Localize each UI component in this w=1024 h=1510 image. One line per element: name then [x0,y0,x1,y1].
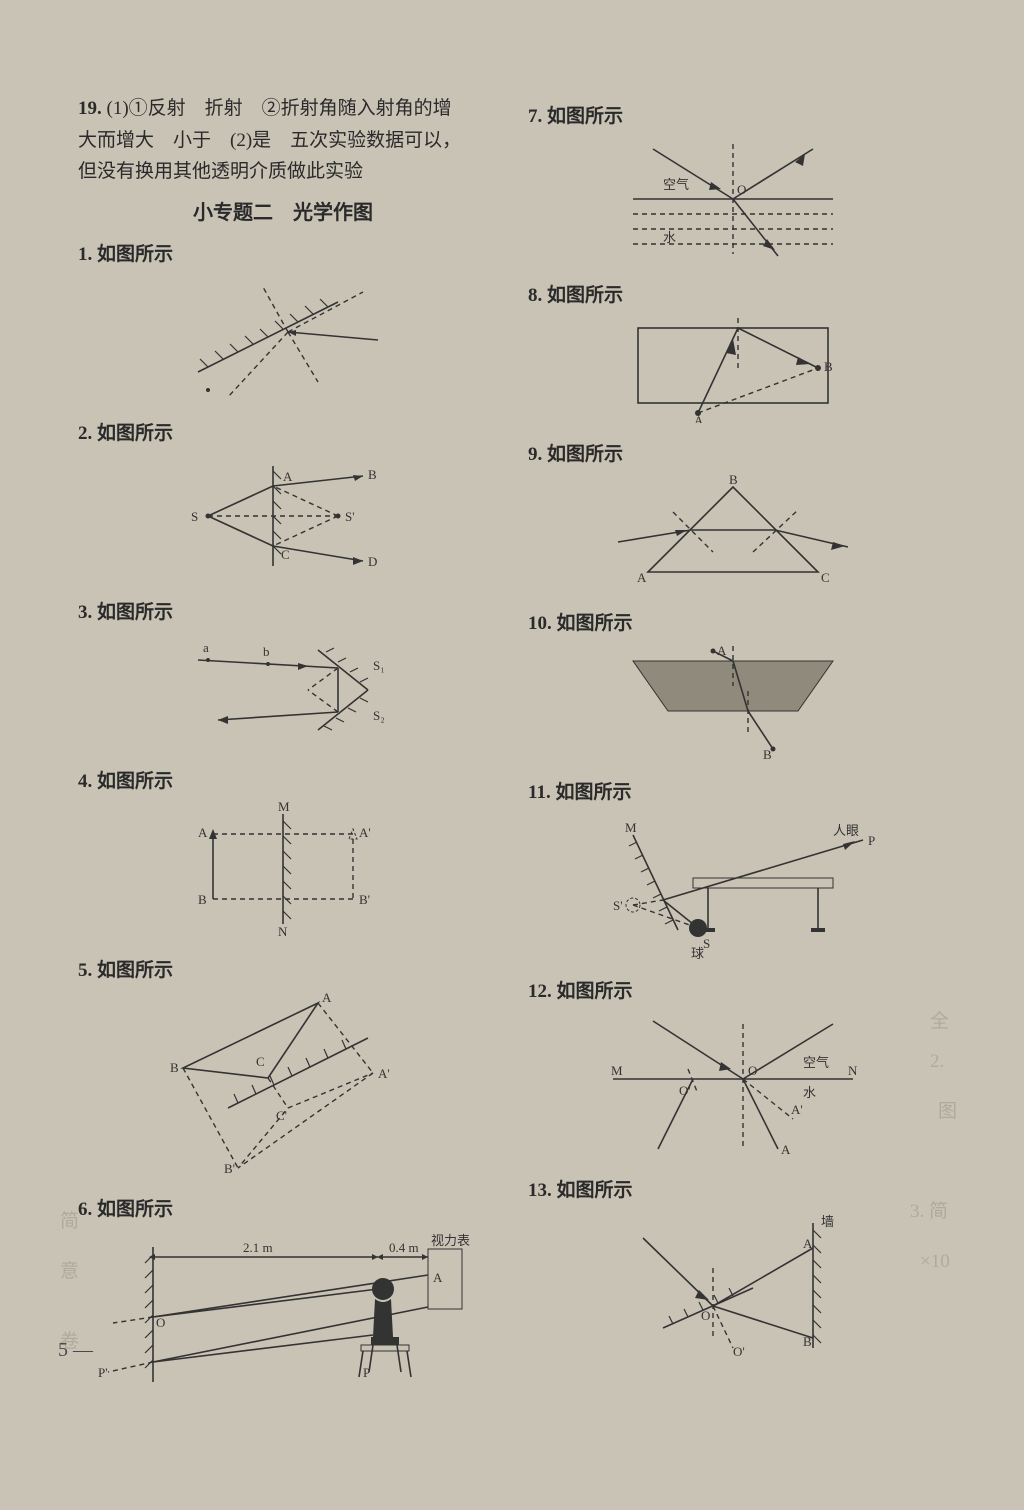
svg-text:A: A [322,990,332,1005]
svg-text:空气: 空气 [803,1055,829,1070]
fig-10: A B [528,641,938,761]
svg-text:B: B [198,892,207,907]
page-footer: 5 — [58,1339,93,1362]
svg-text:C: C [256,1054,265,1069]
svg-text:空气: 空气 [663,177,689,192]
fig-12: M N 空气 水 A A' O O' [528,1009,938,1159]
svg-text:A: A [637,570,647,585]
ghost-text: ×10 [920,1250,950,1275]
ghost-text: 简 [60,1210,79,1235]
svg-text:S₁: S₁ [373,658,385,673]
fig-2: S S' A B C D [78,451,488,581]
svg-text:M: M [611,1063,623,1078]
svg-text:O: O [737,182,746,197]
fig-6: 2.1 m 0.4 m 视力表 A [78,1227,488,1397]
svg-text:D: D [368,554,377,569]
fig-8: A B [528,313,938,423]
svg-text:P: P [363,1365,370,1380]
svg-text:O': O' [733,1344,745,1358]
item-1-head: 1. 如图所示 [78,239,488,266]
svg-text:A: A [198,825,208,840]
svg-text:A: A [283,469,293,484]
svg-text:B: B [368,467,377,482]
svg-text:P': P' [98,1365,108,1380]
svg-text:P: P [868,833,875,848]
svg-text:A: A [694,413,704,423]
section-title: 小专题二 光学作图 [78,196,488,225]
item-7-head: 7. 如图所示 [528,101,938,128]
svg-text:B': B' [224,1161,235,1176]
svg-text:C: C [821,570,830,585]
svg-text:人眼: 人眼 [833,823,859,838]
svg-text:B: B [170,1060,179,1075]
item-3-head: 3. 如图所示 [78,597,488,624]
svg-text:M: M [278,799,290,814]
svg-text:B: B [763,747,772,761]
item-13-head: 13. 如图所示 [528,1175,938,1202]
svg-text:B: B [824,359,833,374]
q19-line2: 大而增大 小于 (2)是 五次实验数据可以， [78,127,488,155]
item-4-head: 4. 如图所示 [78,766,488,793]
item-5-head: 5. 如图所示 [78,955,488,982]
svg-text:S': S' [345,509,355,524]
svg-text:O: O [748,1063,757,1078]
ghost-text: 意 [60,1260,79,1285]
item-8-head: 8. 如图所示 [528,280,938,307]
svg-text:a: a [203,640,209,655]
svg-text:水: 水 [663,230,676,245]
svg-text:M: M [625,820,637,835]
svg-text:C: C [281,547,290,562]
svg-text:水: 水 [803,1085,816,1100]
svg-text:视力表: 视力表 [431,1233,470,1248]
ghost-text: 2. [930,1050,944,1075]
fig-1 [78,272,488,402]
q19-line3: 但没有换用其他透明介质做此实验 [78,158,488,186]
item-11-head: 11. 如图所示 [528,777,938,804]
fig-5: A B C A' B' C' [78,988,488,1178]
svg-text:S: S [191,509,198,524]
svg-text:C': C' [276,1108,287,1123]
fig-13: 墙 A B O O' [528,1208,938,1358]
ghost-text: 3. 简 [910,1200,948,1225]
svg-text:S: S [703,936,710,951]
svg-text:A: A [433,1270,443,1285]
svg-text:A': A' [378,1066,390,1081]
q19-line1: 19. (1)①反射 折射 ②折射角随入射角的增 [78,95,488,123]
svg-text:墙: 墙 [821,1214,834,1229]
svg-text:2.1 m: 2.1 m [243,1240,273,1255]
ghost-text: 图 [938,1100,957,1125]
item-12-head: 12. 如图所示 [528,976,938,1003]
svg-text:S₂: S₂ [373,708,385,723]
item-6-head: 6. 如图所示 [78,1194,488,1221]
svg-text:A': A' [359,825,371,840]
svg-text:B: B [729,472,738,487]
item-9-head: 9. 如图所示 [528,439,938,466]
fig-3: a b S₁ S₂ [78,630,488,750]
svg-text:N: N [848,1063,858,1078]
svg-text:A': A' [791,1102,803,1117]
svg-text:S': S' [613,898,623,913]
fig-11: M S 球 S' 人眼 P [528,810,938,960]
svg-text:N: N [278,924,288,939]
svg-text:A: A [781,1142,791,1157]
svg-text:球: 球 [691,946,704,960]
svg-text:O: O [156,1315,165,1330]
svg-text:B': B' [359,892,370,907]
svg-text:b: b [263,644,270,659]
svg-text:0.4 m: 0.4 m [389,1240,419,1255]
fig-9: B A C [528,472,938,592]
fig-7: 空气 水 O [528,134,938,264]
fig-4: M N A B A' B' [78,799,488,939]
svg-text:O: O [701,1308,710,1323]
ghost-text: 全 [930,1010,949,1035]
item-2-head: 2. 如图所示 [78,418,488,445]
item-10-head: 10. 如图所示 [528,608,938,635]
